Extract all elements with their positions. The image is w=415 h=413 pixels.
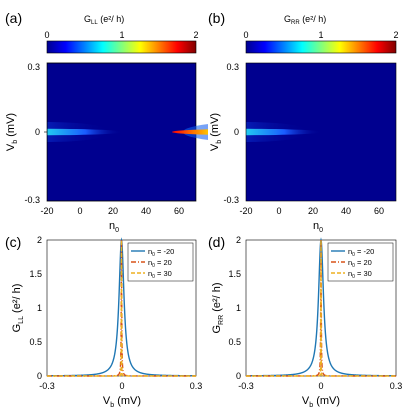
legend-c-entry-0: n0 = -20	[148, 247, 174, 258]
xlabel-b: n0	[313, 220, 323, 234]
ytick-b-2: -0.3	[223, 195, 239, 205]
colorbar-tick-b-1: 1	[318, 30, 323, 40]
xtick-b-0: -20	[239, 206, 252, 216]
xtick-c-1: 0	[119, 381, 124, 391]
xtick-c-2: 0.3	[190, 381, 203, 391]
lines-d	[246, 237, 396, 377]
xtick-d-2: 0.3	[390, 381, 403, 391]
colorbar-tick-b-2: 2	[393, 30, 398, 40]
colorbar-b	[245, 40, 397, 54]
ylabel-c: GLL (e²/ h)	[11, 284, 25, 333]
ytick-b-0: 0.3	[226, 62, 239, 72]
xlabel-a: n0	[109, 220, 119, 234]
colorbar-tick-a-0: 0	[44, 30, 49, 40]
ytick-c-4: 2	[37, 235, 42, 245]
ytick-c-1: 0.5	[29, 337, 42, 347]
legend-c: n0 = -20 n0 = 20 n0 = 30	[127, 242, 194, 282]
ytick-d-1: 0.5	[228, 337, 241, 347]
panel-label-c: (c)	[5, 234, 21, 250]
ytick-d-3: 1.5	[228, 269, 241, 279]
xtick-a-4: 60	[174, 206, 184, 216]
colorbar-a	[46, 40, 197, 54]
lines-c	[47, 237, 196, 377]
colorbar-tick-a-1: 1	[119, 30, 124, 40]
xtick-b-1: 0	[276, 206, 281, 216]
heatmap-b-frame	[245, 62, 397, 202]
panel-a: (a) GLL (e²/ h) 0 1 2 0.3 0 -0.3 -20 0 2…	[0, 10, 208, 234]
xtick-b-4: 60	[374, 206, 384, 216]
xtick-a-0: -20	[40, 206, 53, 216]
ytick-c-0: 0	[37, 371, 42, 381]
panel-label-b: (b)	[208, 10, 225, 26]
ytick-a-1: 0	[35, 127, 40, 137]
ytick-a-0: 0.3	[27, 62, 40, 72]
colorbar-tick-b-0: 0	[243, 30, 248, 40]
xtick-d-0: -0.3	[238, 381, 254, 391]
xtick-a-3: 40	[141, 206, 151, 216]
panel-b: (b) GRR (e²/ h) 0 1 2 0.3 0 -0.3 -20 0 2…	[172, 10, 415, 234]
ylabel-b: Vb (mV)	[209, 113, 223, 151]
legend-c-entry-2: n0 = 30	[148, 269, 172, 280]
colorbar-title-a: GLL (e²/ h)	[84, 14, 124, 26]
colorbar-title-b: GRR (e²/ h)	[284, 14, 326, 26]
xtick-b-2: 20	[308, 206, 318, 216]
xtick-a-1: 0	[77, 206, 82, 216]
ytick-c-2: 1	[37, 303, 42, 313]
xtick-c-0: -0.3	[39, 381, 55, 391]
panel-label-a: (a)	[5, 10, 22, 26]
series-c-2	[47, 239, 196, 377]
ytick-d-0: 0	[236, 371, 241, 381]
ytick-a-2: -0.3	[24, 195, 40, 205]
legend-d: n0 = -20 n0 = 20 n0 = 30	[327, 242, 394, 282]
ylabel-d: GRR (e²/ h)	[211, 282, 225, 333]
xtick-a-2: 20	[108, 206, 118, 216]
legend-d-entry-2: n0 = 30	[348, 269, 372, 280]
xlabel-c: Vb (mV)	[103, 395, 141, 409]
xlabel-d: Vb (mV)	[302, 395, 340, 409]
panel-label-d: (d)	[208, 234, 225, 250]
ylabel-a: Vb (mV)	[5, 113, 19, 151]
ytick-d-4: 2	[236, 235, 241, 245]
legend-d-entry-0: n0 = -20	[348, 247, 374, 258]
legend-d-entry-1: n0 = 20	[348, 258, 372, 269]
ytick-c-3: 1.5	[29, 269, 42, 279]
panel-d: (d) 0 0.5 1 1.5 2 -0.3 0 0.3 Vb (mV) GRR…	[208, 234, 402, 409]
xtick-b-3: 40	[341, 206, 351, 216]
ytick-d-2: 1	[236, 303, 241, 313]
xtick-d-1: 0	[318, 381, 323, 391]
legend-c-entry-1: n0 = 20	[148, 258, 172, 269]
ytick-b-1: 0	[234, 127, 239, 137]
heatmap-b-peak	[172, 128, 322, 136]
panel-c: (c) 0 0.5 1 1.5 2 -0.3 0 0.3 Vb (mV) GLL…	[5, 234, 202, 409]
series-d-2	[246, 239, 396, 377]
colorbar-tick-a-2: 2	[193, 30, 198, 40]
